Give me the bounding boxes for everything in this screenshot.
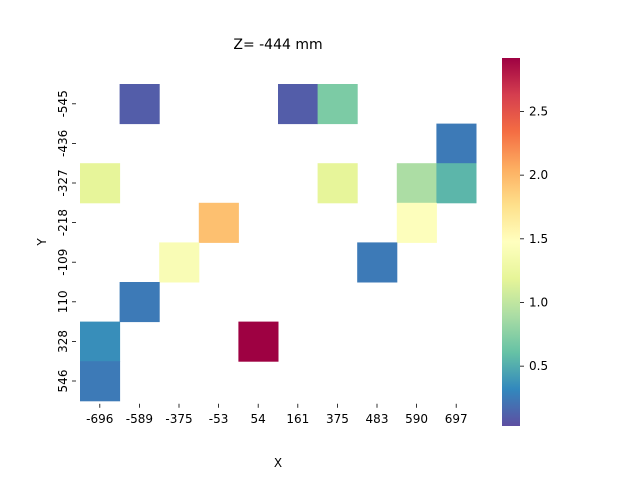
heatmap-cell	[119, 84, 160, 125]
heatmap-cell	[80, 163, 121, 204]
colorbar-tick-label: 2.0	[529, 168, 548, 182]
heatmap-cell	[278, 84, 319, 125]
heatmap-cells	[80, 84, 477, 402]
heatmap-cell	[436, 163, 477, 204]
y-tick-label: -327	[56, 169, 70, 196]
y-tick-label: -109	[56, 249, 70, 276]
heatmap-cell	[119, 282, 160, 323]
colorbar-tick-label: 1.5	[529, 232, 548, 246]
x-tick-label: 697	[445, 412, 468, 426]
heatmap-cell	[317, 84, 358, 125]
x-tick-label: -53	[209, 412, 229, 426]
y-tick-label: -545	[56, 90, 70, 117]
y-tick-label: 546	[56, 370, 70, 393]
x-tick-label: -589	[126, 412, 153, 426]
colorbar-ticks: 0.5 1.0 1.5 2.0 2.5	[520, 104, 548, 373]
heatmap-cell	[436, 123, 477, 164]
x-tick-label: 161	[286, 412, 309, 426]
heatmap-cell	[396, 163, 437, 204]
y-axis-ticks: -545 -436 -327 -218 -109 110 328 546	[56, 90, 76, 392]
x-axis-ticks: -696 -589 -375 -53 54 161 375 483 590 697	[86, 403, 468, 426]
x-tick-label: 54	[251, 412, 266, 426]
chart-title: Z= -444 mm	[233, 37, 322, 53]
x-tick-label: -375	[165, 412, 192, 426]
y-tick-label: -218	[56, 209, 70, 236]
x-tick-label: 375	[326, 412, 349, 426]
y-tick-label: 328	[56, 330, 70, 353]
colorbar-tick-label: 0.5	[529, 359, 548, 373]
heatmap-cell	[396, 202, 437, 243]
heatmap-cell	[317, 163, 358, 204]
heatmap-cell	[159, 242, 200, 283]
x-tick-label: 483	[366, 412, 389, 426]
colorbar	[502, 58, 520, 426]
y-tick-label: 110	[56, 290, 70, 313]
heatmap-cell	[357, 242, 398, 283]
heatmap-cell	[198, 202, 239, 243]
y-axis-label: Y	[35, 238, 49, 247]
x-tick-label: 590	[405, 412, 428, 426]
colorbar-tick-label: 2.5	[529, 104, 548, 118]
y-tick-label: -436	[56, 130, 70, 157]
x-tick-label: -696	[86, 412, 113, 426]
heatmap-cell	[80, 321, 121, 362]
colorbar-tick-label: 1.0	[529, 295, 548, 309]
heatmap-cell	[238, 321, 279, 362]
x-axis-label: X	[274, 456, 282, 470]
heatmap-cell	[80, 361, 121, 402]
